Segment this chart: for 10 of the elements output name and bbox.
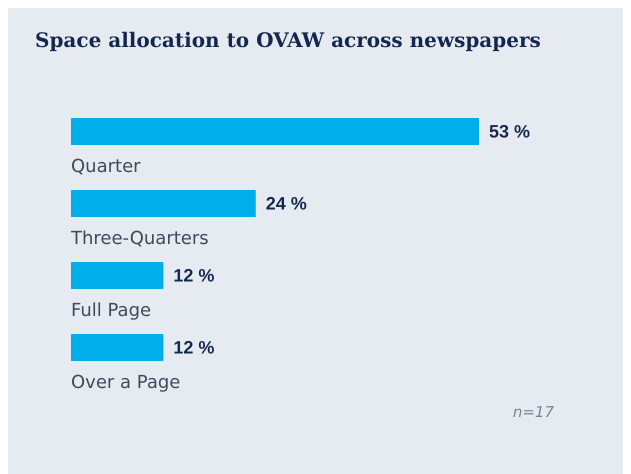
y-tick-label: Full Page (71, 300, 152, 321)
text: n=17 (512, 403, 554, 421)
y-tick-label: Quarter (71, 156, 142, 177)
chart-title: Space allocation to OVAW across newspapers (35, 28, 541, 52)
y-tick-label: Three-Quarters (70, 228, 209, 249)
data-label: 24 % (266, 194, 307, 214)
data-label: 12 % (173, 338, 214, 358)
data-label: 12 % (173, 266, 214, 286)
data-label: 53 % (489, 122, 530, 142)
y-tick-label: Over a Page (71, 372, 180, 393)
